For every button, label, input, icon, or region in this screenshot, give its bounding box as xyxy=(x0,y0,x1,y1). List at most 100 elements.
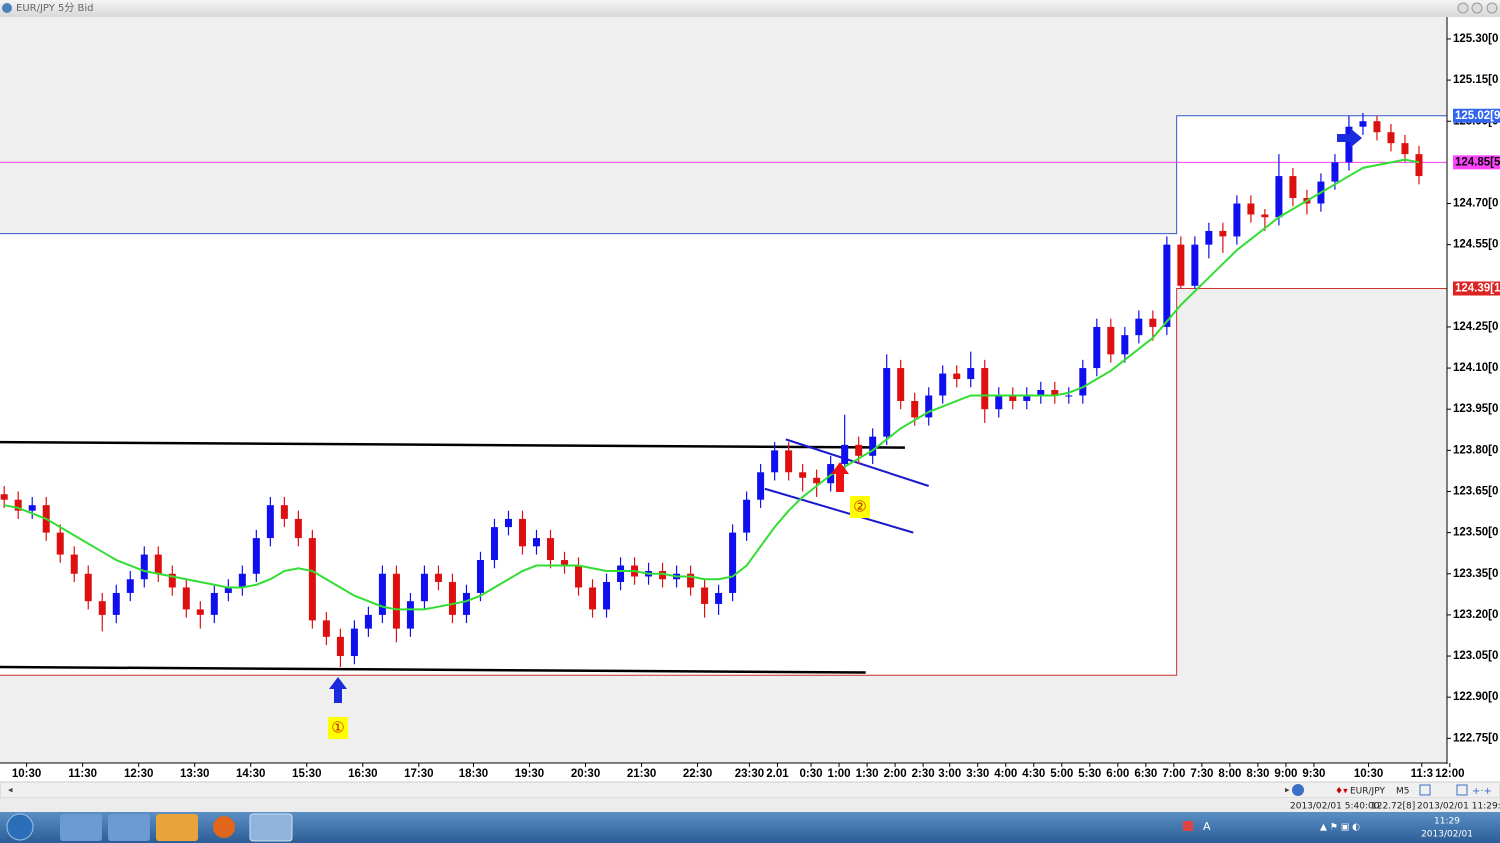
y-tick-label: 124.25[0 xyxy=(1453,321,1498,333)
candle-body xyxy=(785,450,793,473)
candle-body xyxy=(294,518,302,539)
candle-body xyxy=(462,592,470,615)
annotation-box xyxy=(328,717,348,739)
price-axis-background xyxy=(1447,17,1500,763)
candle-body xyxy=(350,628,358,657)
candle-body xyxy=(701,587,709,604)
taskbar-app[interactable] xyxy=(156,814,198,841)
candle-body xyxy=(1205,230,1213,245)
x-tick-label: 7:30 xyxy=(1190,768,1213,780)
x-tick-label: 5:00 xyxy=(1050,768,1073,780)
candle-body xyxy=(911,400,919,418)
candle-body xyxy=(168,573,176,588)
maximize-button[interactable] xyxy=(1471,2,1483,14)
candle-body xyxy=(687,573,695,588)
tray-icon[interactable] xyxy=(1183,821,1193,831)
candle-body xyxy=(1163,244,1171,327)
x-tick-label: 16:30 xyxy=(348,768,377,780)
tool-icon[interactable]: +·+ xyxy=(1472,786,1492,797)
x-tick-label: 23:30 xyxy=(735,768,764,780)
candle-body xyxy=(112,592,120,615)
candle-body xyxy=(827,464,835,484)
x-tick-label: 12:30 xyxy=(124,768,153,780)
drawn-line xyxy=(0,115,1447,235)
candle-body xyxy=(603,581,611,610)
x-tick-label: 11:3 xyxy=(1411,768,1433,780)
globe-icon[interactable] xyxy=(1292,784,1304,796)
tool-icon[interactable] xyxy=(1419,784,1431,796)
title-bar xyxy=(0,0,1500,17)
candle-body xyxy=(392,573,400,629)
candle-body xyxy=(1135,318,1143,336)
candle-body xyxy=(841,444,849,465)
x-tick-label: 17:30 xyxy=(404,768,433,780)
scroll-left[interactable]: ◂ xyxy=(8,786,13,796)
x-tick-label: 7:00 xyxy=(1162,768,1185,780)
start-button[interactable] xyxy=(6,813,34,841)
candle-body xyxy=(729,532,737,593)
y-tick-label: 124.10[0 xyxy=(1453,362,1498,374)
candle-body xyxy=(364,614,372,629)
close-button[interactable] xyxy=(1486,2,1498,14)
taskbar-app[interactable] xyxy=(108,814,150,841)
x-tick-label: 21:30 xyxy=(627,768,656,780)
tray-icons: ▲ ⚑ ▣ ◐ xyxy=(1320,823,1360,833)
candle-body xyxy=(1289,176,1297,199)
candle-body xyxy=(799,472,807,478)
zone xyxy=(0,233,1177,676)
candle-body xyxy=(336,636,344,657)
taskbar-app[interactable] xyxy=(60,814,102,841)
candle-body xyxy=(995,395,1003,410)
candle-body xyxy=(224,587,232,593)
ime-indicator[interactable]: A xyxy=(1203,820,1211,833)
clock-time: 11:29 xyxy=(1434,817,1460,827)
price-label-box xyxy=(1453,155,1500,170)
drawn-line xyxy=(0,440,905,449)
candle-body xyxy=(547,538,555,561)
candle-body xyxy=(1275,176,1283,218)
y-tick-label: 123.35[0 xyxy=(1453,568,1498,580)
status-price: 122.72[8] xyxy=(1371,802,1415,812)
x-tick-label: 5:30 xyxy=(1078,768,1101,780)
candle-body xyxy=(1331,162,1339,182)
x-tick-label: 2.01 xyxy=(766,768,789,780)
x-tick-label: 10:30 xyxy=(1354,768,1383,780)
x-tick-label: 12:00 xyxy=(1435,768,1464,780)
candle-body xyxy=(743,499,751,533)
candle-body xyxy=(210,592,218,615)
x-tick-label: 14:30 xyxy=(236,768,265,780)
annotation: ② xyxy=(853,498,866,516)
scrollbar[interactable] xyxy=(0,781,1500,799)
candle-body xyxy=(897,368,905,401)
x-tick-label: 1:00 xyxy=(828,768,851,780)
candle-body xyxy=(715,592,723,604)
price-label: 124.85[5 xyxy=(1455,156,1500,168)
candle-body xyxy=(953,373,961,380)
drawn-line xyxy=(0,665,866,674)
symbol-selector[interactable]: EUR/JPY xyxy=(1350,787,1385,797)
tool-icon[interactable] xyxy=(1456,784,1468,796)
scroll-right[interactable]: ▸ xyxy=(1285,786,1290,796)
minimize-button[interactable] xyxy=(1457,2,1469,14)
y-tick-label: 123.05[0 xyxy=(1453,650,1498,662)
candle-body xyxy=(1247,203,1255,215)
app-icon xyxy=(2,3,12,13)
candle-body xyxy=(589,587,597,610)
candle-body xyxy=(434,573,442,582)
x-tick-label: 0:30 xyxy=(800,768,823,780)
candle-body xyxy=(420,573,428,602)
candle-body xyxy=(280,505,288,519)
candle-body xyxy=(561,560,569,566)
timeframe-selector[interactable]: M5 xyxy=(1396,787,1410,797)
taskbar-app[interactable] xyxy=(249,813,293,842)
x-tick-label: 19:30 xyxy=(515,768,544,780)
candle-body xyxy=(532,538,540,547)
price-label-box xyxy=(1453,108,1500,123)
candle-body xyxy=(56,532,64,555)
arrow-icon[interactable]: ♦▾ xyxy=(1335,787,1348,797)
x-tick-label: 11:30 xyxy=(68,768,97,780)
taskbar-app[interactable] xyxy=(213,816,235,838)
drawn-line xyxy=(785,438,930,487)
x-tick-label: 10:30 xyxy=(12,768,41,780)
candle-body xyxy=(771,450,779,473)
